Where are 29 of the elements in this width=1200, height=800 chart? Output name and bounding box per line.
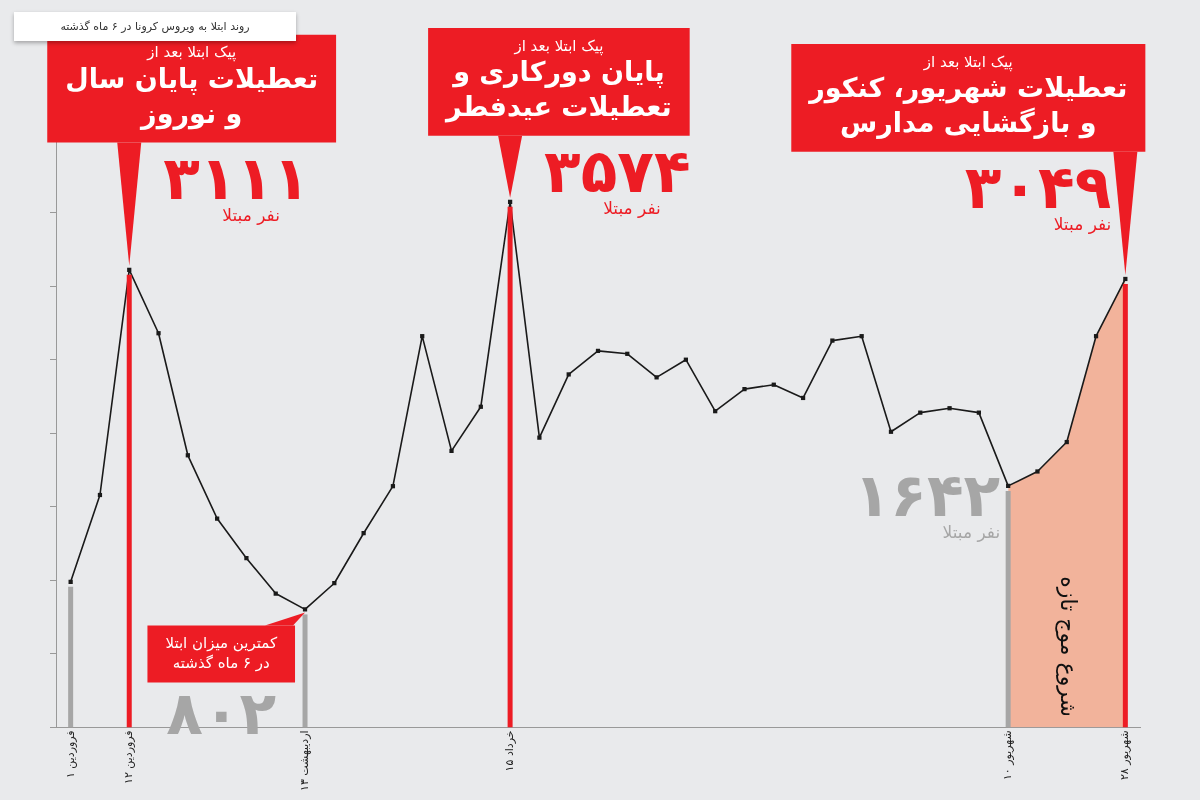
annotation: پیک ابتلا بعد از تعطیلات شهریور، کنکور و بازگشایی مدارس — [807, 52, 1128, 140]
chart-title: روند ابتلا به ویروس کرونا در ۶ ماه گذشته — [14, 12, 296, 41]
x-tick-label: ۱۳ اردیبهشت — [297, 730, 311, 792]
data-label: ۳۵۷۴ نفر مبتلا — [544, 135, 691, 218]
point — [273, 591, 278, 596]
point — [1035, 469, 1040, 474]
x-tick-label: ۱ فروردین — [63, 730, 77, 779]
series-label: شروع موج تازه — [1055, 576, 1082, 717]
x-tick-label: ۱۰ شهریور — [1001, 730, 1015, 781]
x-tick-label: ۱۲ فروردین — [122, 730, 136, 784]
point — [537, 435, 542, 440]
annotation: پیک ابتلا بعد از پایان دورکاری و تعطیلات عیدفطر — [444, 36, 672, 124]
point — [947, 406, 952, 411]
data-label: ۳۱۱۱ نفر مبتلا — [163, 142, 310, 225]
point — [244, 556, 249, 561]
point — [566, 372, 571, 377]
annotation: پیک ابتلا بعد از تعطیلات پایان سال و نوروز — [65, 43, 319, 131]
data-label: ۱۶۴۲ نفر مبتلا — [853, 459, 1001, 542]
point — [449, 448, 454, 454]
annotation: کمترین میزان ابتلا در ۶ ماه گذشته — [165, 634, 278, 672]
x-tick-label: ۱۵ خرداد — [502, 730, 516, 772]
point — [215, 516, 220, 521]
point — [830, 338, 835, 343]
point — [742, 387, 747, 392]
data-label: ۳۰۴۹ نفر مبتلا — [964, 151, 1112, 234]
point — [156, 331, 161, 336]
point — [302, 607, 308, 612]
point — [654, 375, 659, 380]
x-tick-label: ۲۸ شهریور — [1118, 730, 1132, 781]
